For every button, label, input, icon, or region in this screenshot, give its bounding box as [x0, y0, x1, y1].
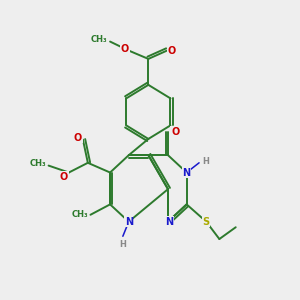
- Text: N: N: [183, 167, 191, 178]
- Text: S: S: [203, 217, 210, 227]
- Text: O: O: [168, 46, 176, 56]
- Text: H: H: [119, 240, 126, 249]
- Text: CH₃: CH₃: [71, 210, 88, 219]
- Text: O: O: [74, 133, 82, 143]
- Text: N: N: [125, 217, 133, 227]
- Text: O: O: [171, 127, 179, 136]
- Text: CH₃: CH₃: [91, 35, 107, 44]
- Text: CH₃: CH₃: [29, 159, 46, 168]
- Text: N: N: [166, 217, 174, 227]
- Text: H: H: [202, 157, 209, 166]
- Text: O: O: [121, 44, 129, 54]
- Text: O: O: [60, 172, 68, 182]
